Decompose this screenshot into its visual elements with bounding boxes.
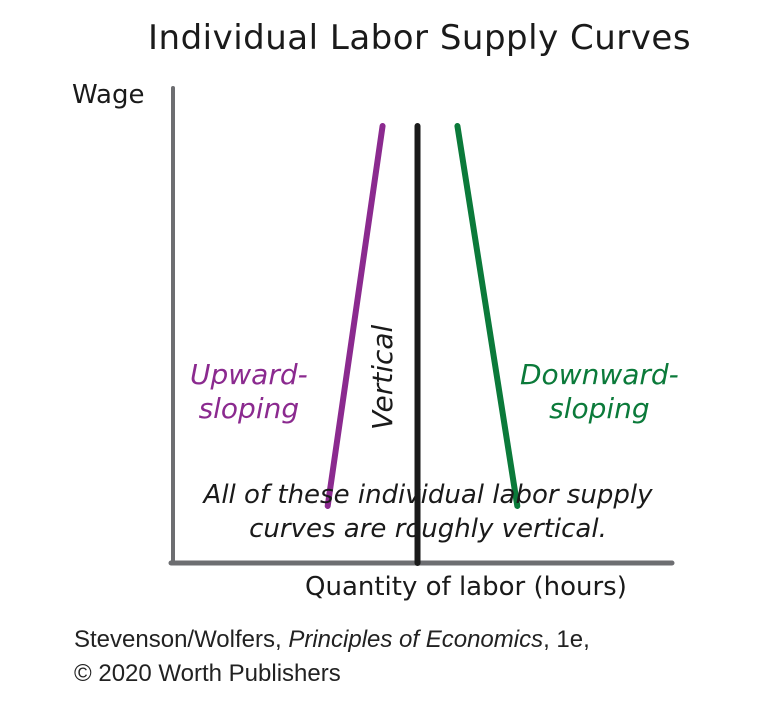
x-axis-label: Quantity of labor (hours) <box>305 572 627 602</box>
annotation-line1: All of these individual labor supply <box>203 480 653 510</box>
downward-sloping-label-line1: Downward- <box>520 358 679 391</box>
upward-sloping-label: Upward- sloping <box>190 358 308 426</box>
upward-sloping-label-line2: sloping <box>198 392 300 425</box>
credit-authors: Stevenson/Wolfers, <box>74 626 289 653</box>
credit-line1: Stevenson/Wolfers, Principles of Economi… <box>74 623 590 657</box>
source-credit: Stevenson/Wolfers, Principles of Economi… <box>74 623 590 691</box>
upward-sloping-curve <box>324 123 386 509</box>
upward-sloping-label-line1: Upward- <box>190 358 308 391</box>
credit-book-title: Principles of Economics <box>288 626 544 653</box>
annotation-line2-emphasis: roughly <box>394 514 494 544</box>
y-axis-label: Wage <box>72 80 145 110</box>
vertical-label: Vertical <box>366 324 399 430</box>
credit-edition: , 1e, <box>543 626 590 653</box>
downward-sloping-curve <box>454 123 521 509</box>
credit-line2: © 2020 Worth Publishers <box>74 660 341 687</box>
annotation-line2-prefix: curves are <box>249 514 395 544</box>
downward-sloping-label-line2: sloping <box>549 392 650 425</box>
chart-annotation: All of these individual labor supply cur… <box>178 478 678 546</box>
annotation-line2-suffix: vertical. <box>493 514 607 544</box>
chart-title: Individual Labor Supply Curves <box>148 18 692 58</box>
annotation-line2: curves are roughly vertical. <box>178 512 678 546</box>
downward-sloping-label: Downward- sloping <box>520 358 679 426</box>
